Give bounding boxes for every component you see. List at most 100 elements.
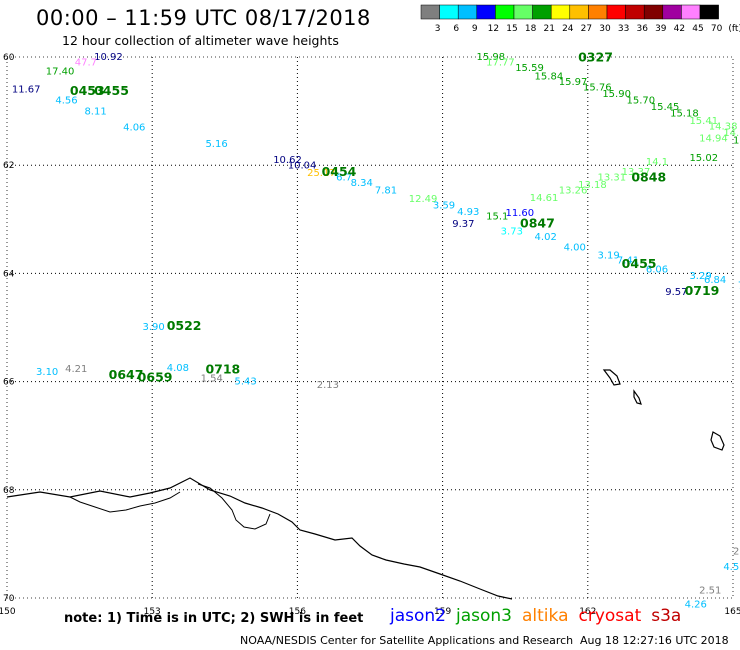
- wave-height-value: 4.21: [65, 364, 87, 375]
- wave-height-value: 3.73: [501, 226, 523, 237]
- map-title: 00:00 – 11:59 UTC 08/17/2018: [36, 6, 371, 30]
- footer-credit: NOAA/NESDIS Center for Satellite Applica…: [240, 634, 574, 647]
- wave-height-value: 14.38: [709, 121, 738, 132]
- lon-tick-label: 165: [724, 607, 740, 617]
- wave-height-value: 14.85: [723, 128, 740, 139]
- wave-height-value: 3.19: [597, 250, 619, 261]
- wave-height-value: 6.84: [704, 275, 726, 286]
- wave-height-value: 15.45: [651, 102, 680, 113]
- lat-tick-label: 60: [3, 53, 15, 63]
- wave-height-value: 15.1: [486, 211, 508, 222]
- wave-height-value: 6.06: [646, 264, 668, 275]
- scale-label: 39: [655, 24, 667, 34]
- wave-height-value: 4.06: [123, 123, 145, 134]
- coastline: [6, 56, 734, 600]
- lat-tick-label: 62: [3, 161, 14, 171]
- wave-height-value: 5.43: [234, 376, 256, 387]
- wave-height-value: 8.34: [351, 178, 373, 189]
- coastline-path: [6, 477, 513, 600]
- wave-height-value: 7.81: [375, 185, 397, 196]
- satellite-legend: jason2 jason3 altika cryosat s3a: [390, 606, 691, 626]
- pass-time-label: 0453: [70, 83, 105, 98]
- wave-height-value: 4.56: [55, 96, 77, 107]
- wave-height-value: 14.94: [699, 133, 728, 144]
- wave-height-value: 47.7: [75, 58, 97, 69]
- lon-tick-label: 153: [144, 607, 161, 617]
- lon-tick-label: 156: [289, 607, 306, 617]
- pass-time-label: 0327: [578, 49, 613, 64]
- footer-note: note: 1) Time is in UTC; 2) SWH is in fe…: [64, 611, 364, 626]
- island-outline: [633, 389, 642, 405]
- satellite-cryosat: cryosat: [578, 606, 642, 626]
- wave-height-value: 3.90: [143, 322, 165, 333]
- pass-time-label: 0719: [685, 283, 720, 298]
- wave-height-value: 10.92: [94, 52, 123, 63]
- coastline-inlet: [197, 483, 271, 530]
- wave-height-value: 17.40: [46, 66, 75, 77]
- island-outline: [602, 369, 621, 386]
- lat-tick-label: 66: [3, 378, 15, 388]
- scale-label: 30: [599, 24, 611, 34]
- wave-height-value: 3.10: [36, 367, 58, 378]
- wave-height-value: 7.33: [738, 281, 740, 292]
- scale-label: 6: [453, 24, 459, 34]
- wave-height-value: 4.26: [685, 600, 707, 611]
- wave-height-value: 15.59: [515, 63, 544, 74]
- wave-height-value: 15.70: [627, 96, 656, 107]
- wave-height-value: 15.90: [602, 89, 631, 100]
- pass-time-label: 0455: [94, 83, 129, 98]
- lon-tick-label: 150: [0, 607, 16, 617]
- satellite-jason2: jason2: [390, 606, 446, 626]
- pass-time-label: 0454: [322, 164, 357, 179]
- scale-label: 3: [435, 24, 441, 34]
- wave-height-value: 15.06: [733, 136, 740, 147]
- wave-height-value: 17.77: [486, 58, 515, 69]
- wave-height-value: 9.37: [452, 219, 474, 230]
- wave-height-value: 9.57: [665, 287, 687, 298]
- satellite-altika: altika: [522, 606, 569, 626]
- wave-height-value: 6.7: [336, 172, 352, 183]
- scale-label: 18: [525, 24, 537, 34]
- wave-height-value: 13.31: [597, 172, 626, 183]
- pass-time-labels: 0327 0454 0848 0847 0455 0719 0522 0718 06590647…: [70, 49, 720, 385]
- pass-time-label: 0659: [138, 370, 173, 385]
- wave-height-value: 3.59: [433, 200, 455, 211]
- wave-height-value: 2.13: [317, 380, 339, 391]
- wave-height-value: 15.76: [583, 83, 612, 94]
- axis-ticks: 150 153 156 159 162 165 60 62 64 66 68 70: [0, 53, 740, 617]
- scale-label: 42: [674, 24, 685, 34]
- lon-tick-label: 159: [434, 607, 451, 617]
- footer-generated-time: Aug 18 12:27:16 UTC 2018: [580, 634, 729, 647]
- pass-time-label: 0847: [520, 215, 555, 230]
- wave-height-value: 2.51: [699, 586, 721, 597]
- wave-height-value: 15.84: [535, 72, 564, 83]
- wave-height-value: 11.67: [12, 85, 41, 96]
- wave-height-value: 13.37: [622, 167, 651, 178]
- pass-time-label: 0718: [205, 361, 240, 376]
- scale-label: 36: [636, 24, 648, 34]
- scale-label: 9: [472, 24, 478, 34]
- map-frame: [6, 56, 734, 599]
- wave-height-value: 15.97: [559, 77, 588, 88]
- wave-height-value: 15.41: [689, 116, 718, 127]
- pass-time-label: 0522: [167, 318, 202, 333]
- scale-label: 12: [488, 24, 499, 34]
- wave-height-value: 4.93: [457, 207, 479, 218]
- pass-time-label: 0647: [109, 367, 144, 382]
- lon-tick-label: 162: [579, 607, 596, 617]
- wave-height-value: 10.62: [273, 155, 302, 166]
- satellite-jason3: jason3: [456, 606, 512, 626]
- scale-label: 33: [618, 24, 629, 34]
- satellite-s3a: s3a: [651, 606, 682, 626]
- wave-height-value: 14.61: [530, 193, 559, 204]
- wave-height-value: 1.54: [201, 374, 223, 385]
- wave-height-value: 4.02: [535, 232, 557, 243]
- wave-height-value: 7.41: [617, 256, 639, 267]
- scale-label: 45: [692, 24, 703, 34]
- coastline-inlet: [69, 491, 181, 513]
- scale-label: 15: [506, 24, 517, 34]
- map-subtitle: 12 hour collection of altimeter wave hei…: [62, 33, 339, 48]
